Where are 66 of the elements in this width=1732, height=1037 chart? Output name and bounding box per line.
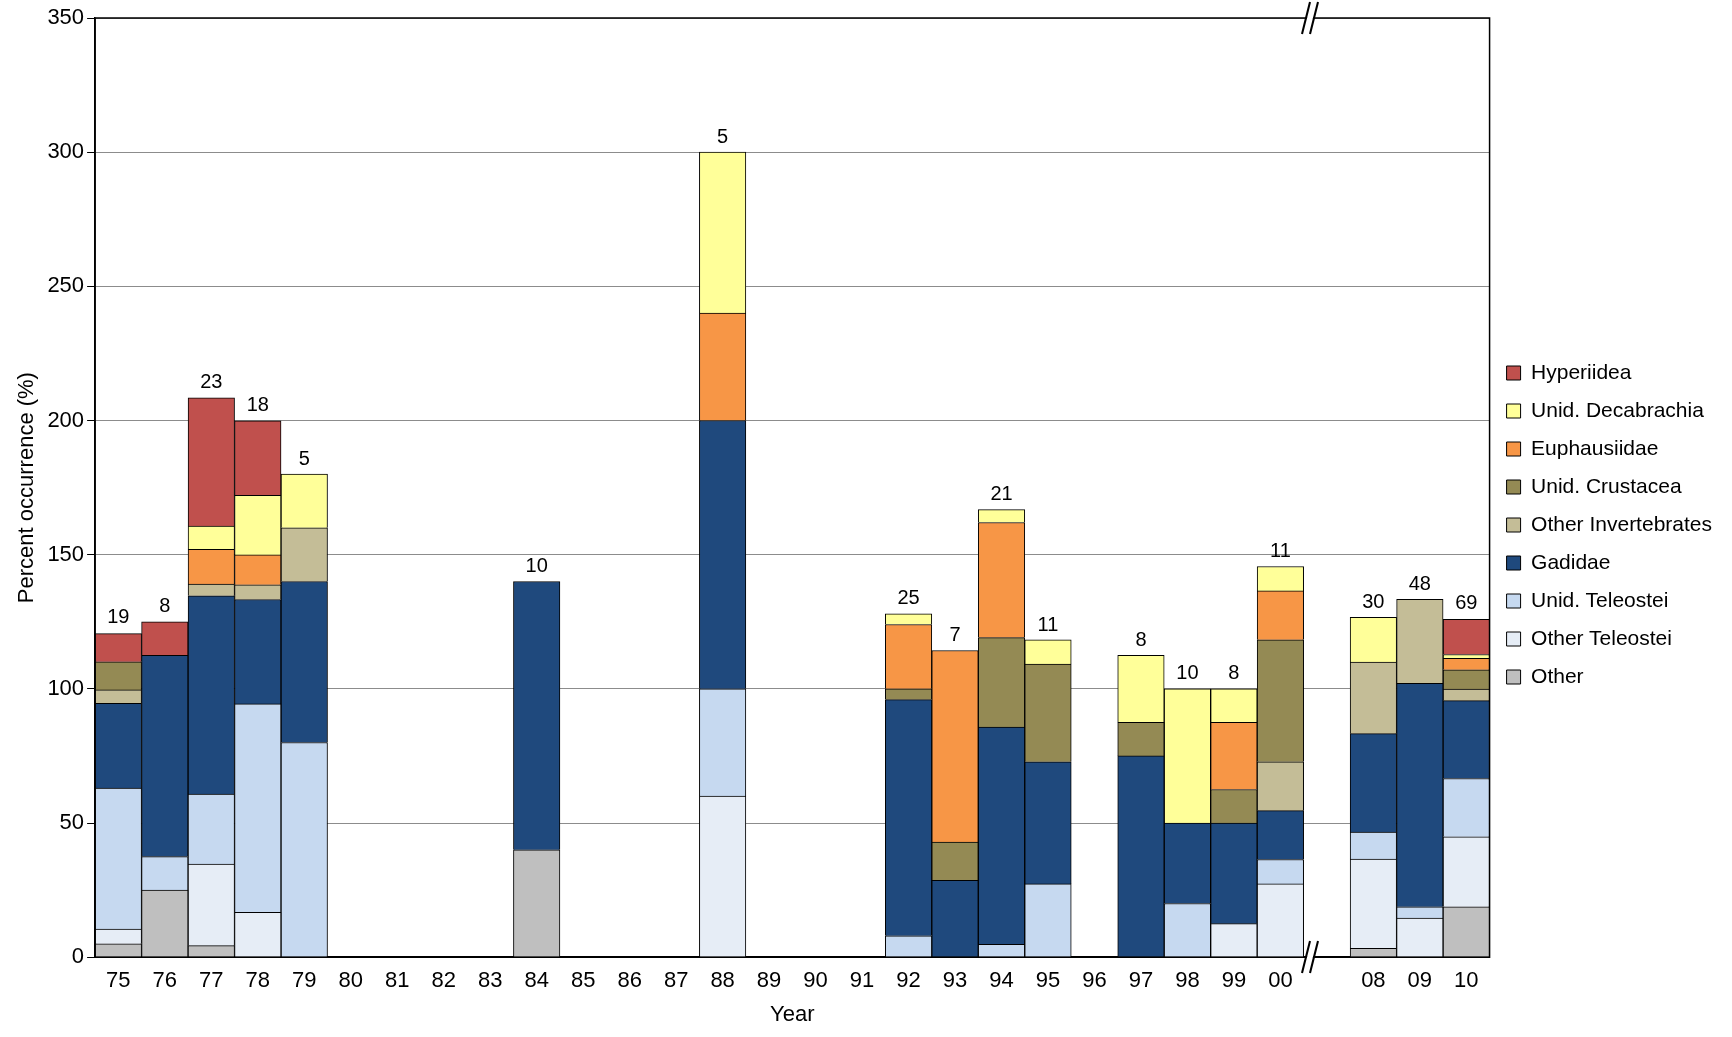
y-tick-label: 300 bbox=[47, 138, 85, 164]
x-tick-label: 79 bbox=[292, 967, 317, 993]
annotation: 8 bbox=[159, 594, 171, 617]
legend-label: Euphausiidae bbox=[1531, 435, 1659, 459]
x-tick-label: 95 bbox=[1035, 967, 1061, 993]
annotation: 23 bbox=[200, 370, 223, 393]
legend-label: Other Teleostei bbox=[1531, 625, 1672, 649]
annotation: 18 bbox=[246, 393, 269, 416]
x-tick-label: 97 bbox=[1128, 967, 1154, 993]
x-tick-label: 89 bbox=[756, 967, 782, 993]
legend-label: Other bbox=[1531, 663, 1584, 687]
x-tick-label: 99 bbox=[1221, 967, 1247, 993]
y-tick-label: 0 bbox=[71, 943, 85, 969]
y-tick-label: 250 bbox=[47, 272, 85, 298]
annotation: 11 bbox=[1037, 612, 1059, 635]
x-tick-label: 78 bbox=[245, 967, 271, 993]
x-tick-label: 76 bbox=[152, 967, 178, 993]
annotation: 48 bbox=[1408, 572, 1431, 595]
x-tick-label: 93 bbox=[942, 967, 968, 993]
x-tick-label: 80 bbox=[338, 967, 363, 993]
x-tick-label: 96 bbox=[1082, 967, 1107, 993]
y-axis-title: Percent occurrence (%) bbox=[13, 372, 39, 604]
y-tick-label: 200 bbox=[47, 406, 85, 432]
annotation: 11 bbox=[1270, 539, 1291, 562]
annotation: 10 bbox=[525, 554, 548, 577]
x-tick-label: 85 bbox=[570, 967, 596, 993]
legend-label: Unid. Crustacea bbox=[1531, 473, 1682, 497]
x-axis-title: Year bbox=[770, 1000, 815, 1026]
x-tick-label: 10 bbox=[1454, 967, 1479, 993]
y-tick-label: 100 bbox=[47, 674, 85, 700]
legend-label: Unid. Decabrachia bbox=[1531, 397, 1705, 421]
legend-label: Unid. Teleostei bbox=[1531, 587, 1669, 611]
x-tick-label: 90 bbox=[803, 967, 828, 993]
y-tick-label: 150 bbox=[47, 540, 85, 566]
x-tick-label: 87 bbox=[663, 967, 689, 993]
annotation: 21 bbox=[990, 482, 1013, 505]
legend-label: Other Invertebrates bbox=[1531, 511, 1712, 535]
annotation: 8 bbox=[1135, 627, 1147, 650]
x-tick-label: 00 bbox=[1268, 967, 1293, 993]
x-tick-label: 94 bbox=[989, 967, 1014, 993]
annotation: 10 bbox=[1176, 661, 1199, 684]
annotation: 8 bbox=[1228, 661, 1240, 684]
x-tick-label: 77 bbox=[199, 967, 224, 993]
x-tick-label: 75 bbox=[106, 967, 131, 993]
x-tick-label: 86 bbox=[617, 967, 642, 993]
annotation: 5 bbox=[298, 446, 310, 469]
annotation: 19 bbox=[107, 605, 130, 628]
annotation: 5 bbox=[717, 124, 729, 147]
x-tick-label: 81 bbox=[385, 967, 410, 993]
annotation: 30 bbox=[1362, 589, 1385, 612]
annotation: 7 bbox=[949, 623, 961, 645]
legend-label: Gadidae bbox=[1531, 549, 1611, 573]
legend-label: Hyperiidea bbox=[1531, 359, 1632, 383]
annotation: 69 bbox=[1455, 591, 1478, 614]
x-tick-label: 09 bbox=[1407, 967, 1433, 993]
annotation: 25 bbox=[897, 586, 920, 609]
x-tick-label: 98 bbox=[1175, 967, 1200, 993]
x-tick-label: 08 bbox=[1361, 967, 1386, 993]
x-tick-label: 92 bbox=[896, 967, 921, 993]
y-tick-label: 350 bbox=[47, 4, 85, 30]
x-tick-label: 83 bbox=[477, 967, 503, 993]
y-tick-label: 50 bbox=[59, 809, 85, 835]
x-tick-label: 91 bbox=[849, 967, 875, 993]
x-tick-label: 82 bbox=[431, 967, 456, 993]
x-tick-label: 88 bbox=[710, 967, 735, 993]
x-tick-label: 84 bbox=[524, 967, 549, 993]
